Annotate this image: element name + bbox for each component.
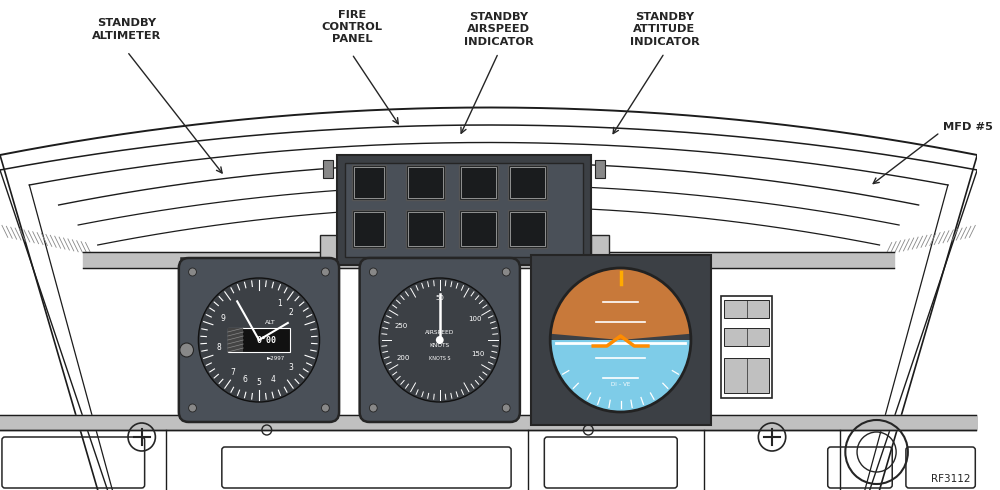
Bar — [406, 165, 445, 200]
Text: 3: 3 — [288, 363, 293, 371]
Bar — [320, 235, 337, 285]
Text: 200: 200 — [396, 355, 410, 361]
Bar — [228, 328, 243, 352]
Text: ALT: ALT — [265, 319, 276, 324]
Bar — [352, 210, 386, 248]
Text: AIRSPEED: AIRSPEED — [425, 329, 454, 335]
Text: STANDBY
AIRSPEED
INDICATOR: STANDBY AIRSPEED INDICATOR — [464, 12, 533, 47]
Text: 9: 9 — [221, 315, 226, 323]
Circle shape — [322, 268, 329, 276]
Text: STANDBY
ATTITUDE
INDICATOR: STANDBY ATTITUDE INDICATOR — [630, 12, 699, 47]
Text: STANDBY
ALTIMETER: STANDBY ALTIMETER — [92, 18, 162, 41]
Text: DI – VE: DI – VE — [611, 382, 630, 387]
Text: 2: 2 — [288, 308, 293, 318]
Bar — [354, 167, 384, 198]
Text: 250: 250 — [395, 323, 408, 329]
Circle shape — [189, 404, 196, 412]
Circle shape — [180, 343, 193, 357]
Text: 6: 6 — [242, 375, 247, 384]
Text: 100: 100 — [468, 316, 482, 322]
Bar — [459, 165, 498, 200]
Bar — [354, 212, 384, 246]
Bar — [323, 160, 333, 178]
Text: 50: 50 — [435, 295, 444, 301]
Bar — [591, 235, 609, 285]
Text: KNOTS S: KNOTS S — [429, 356, 451, 361]
Text: 4: 4 — [271, 375, 276, 384]
FancyBboxPatch shape — [179, 258, 339, 422]
Text: 1: 1 — [277, 299, 282, 308]
Circle shape — [189, 268, 196, 276]
Bar — [461, 212, 496, 246]
Bar — [508, 210, 547, 248]
Bar — [592, 258, 700, 288]
Text: FIRE
CONTROL
PANEL: FIRE CONTROL PANEL — [321, 9, 382, 45]
Text: 5: 5 — [257, 378, 261, 387]
Text: 0°00: 0°00 — [257, 336, 277, 344]
Bar — [721, 296, 772, 398]
Circle shape — [322, 404, 329, 412]
Bar — [408, 212, 443, 246]
Bar — [408, 167, 443, 198]
Bar — [406, 210, 445, 248]
Text: KNOTS: KNOTS — [430, 343, 450, 347]
Bar — [337, 155, 591, 265]
Wedge shape — [550, 268, 691, 340]
Text: ►2997: ►2997 — [267, 356, 286, 361]
FancyBboxPatch shape — [360, 258, 520, 422]
Bar — [724, 358, 769, 393]
Bar — [461, 167, 496, 198]
Circle shape — [502, 404, 510, 412]
Wedge shape — [550, 340, 691, 412]
Text: RF3112: RF3112 — [931, 474, 970, 484]
Bar — [228, 328, 290, 352]
Bar — [508, 165, 547, 200]
Bar — [595, 160, 605, 178]
Bar — [352, 165, 386, 200]
Bar — [510, 167, 545, 198]
Text: 7: 7 — [230, 368, 235, 377]
Circle shape — [198, 278, 320, 402]
Text: MFD #5: MFD #5 — [943, 122, 993, 132]
Bar — [724, 328, 769, 346]
Circle shape — [369, 404, 377, 412]
Text: 150: 150 — [471, 351, 485, 357]
Bar — [531, 255, 711, 425]
Circle shape — [502, 268, 510, 276]
Circle shape — [379, 278, 500, 402]
Bar — [510, 212, 545, 246]
Bar — [459, 210, 498, 248]
Bar — [181, 258, 322, 288]
Circle shape — [436, 336, 444, 344]
Text: 8: 8 — [216, 343, 221, 352]
Circle shape — [369, 268, 377, 276]
Bar — [724, 300, 769, 318]
Bar — [345, 163, 583, 257]
